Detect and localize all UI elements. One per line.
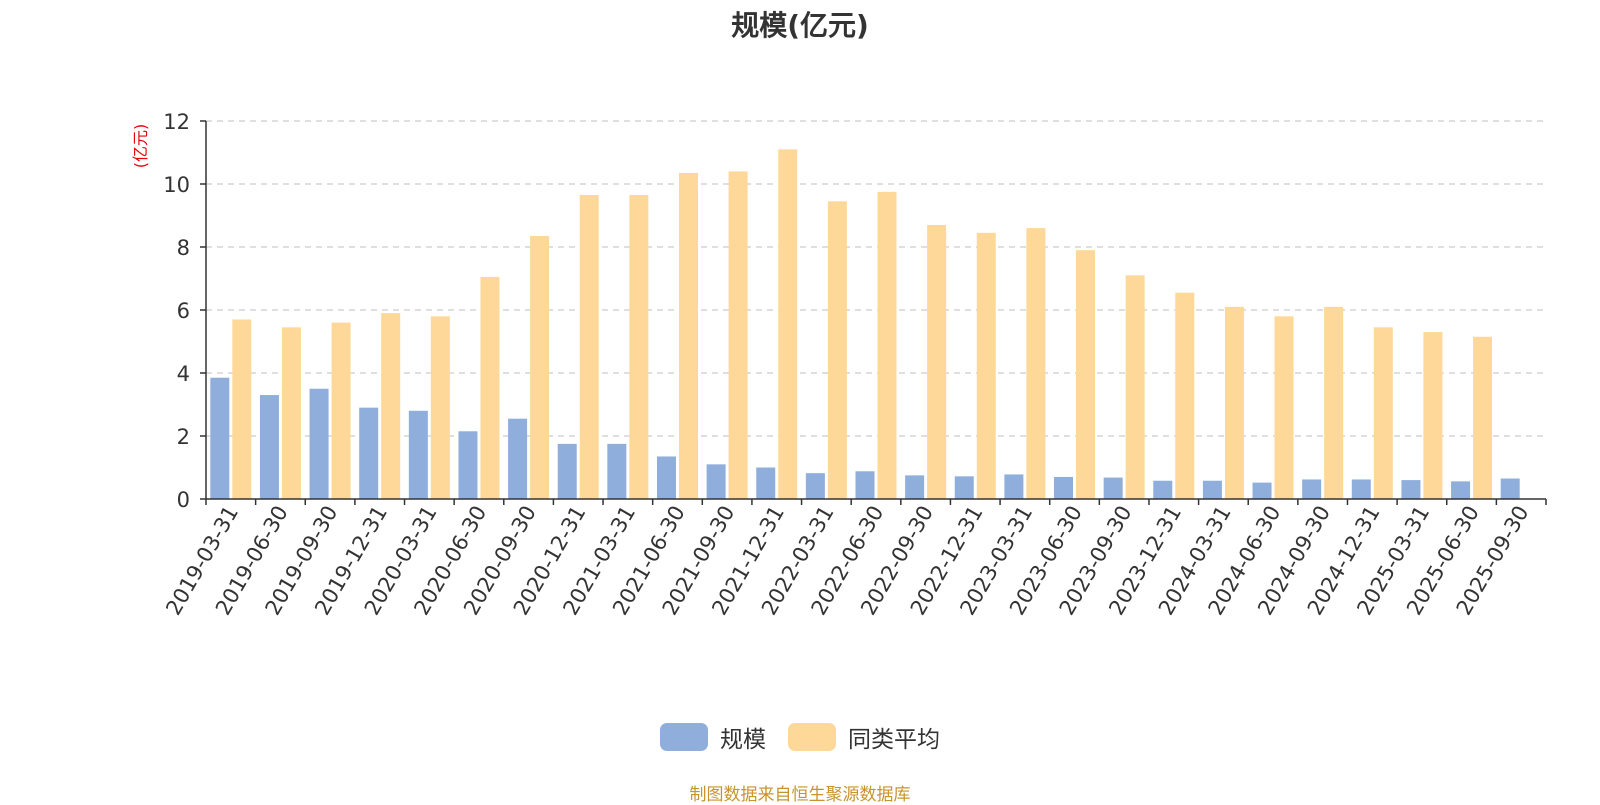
legend-label-scale: 规模 [720, 727, 766, 753]
bar-peer-average[interactable] [530, 235, 550, 499]
bar-scale[interactable] [607, 443, 627, 499]
y-tick-label: 6 [177, 299, 190, 323]
bar-peer-average[interactable] [430, 316, 450, 499]
bar-scale[interactable] [210, 377, 230, 499]
bar-peer-average[interactable] [778, 149, 798, 499]
bar-peer-average[interactable] [1224, 306, 1244, 499]
bar-peer-average[interactable] [1324, 306, 1344, 499]
y-tick-label: 4 [177, 362, 190, 386]
y-tick-label: 8 [177, 236, 190, 260]
bar-peer-average[interactable] [976, 232, 996, 499]
bar-peer-average[interactable] [1125, 275, 1145, 499]
bar-scale[interactable] [1054, 476, 1074, 499]
bar-scale[interactable] [954, 476, 974, 499]
y-tick-label: 12 [163, 110, 190, 134]
bar-peer-average[interactable] [381, 313, 401, 499]
y-tick-label: 10 [163, 173, 190, 197]
bar-peer-average[interactable] [331, 322, 351, 499]
bar-peer-average[interactable] [1274, 316, 1294, 499]
y-axis-unit-label: (亿元) [131, 124, 150, 169]
y-tick-label: 0 [177, 488, 190, 512]
bar-scale[interactable] [855, 471, 875, 499]
bar-scale[interactable] [756, 467, 776, 500]
legend-swatch-peer-average [788, 723, 836, 751]
bar-peer-average[interactable] [629, 195, 649, 499]
bar-scale[interactable] [309, 388, 329, 499]
bar-scale[interactable] [259, 395, 279, 499]
legend-label-peer-average: 同类平均 [848, 727, 940, 753]
bar-peer-average[interactable] [1026, 228, 1046, 499]
bar-scale[interactable] [1451, 481, 1471, 499]
bar-peer-average[interactable] [1076, 250, 1096, 499]
bar-peer-average[interactable] [678, 172, 698, 499]
bar-peer-average[interactable] [480, 276, 500, 499]
bar-peer-average[interactable] [877, 191, 897, 499]
bars [210, 149, 1520, 500]
bar-scale[interactable] [1351, 479, 1371, 499]
bar-scale[interactable] [805, 473, 825, 499]
bar-scale[interactable] [1202, 480, 1222, 499]
legend-item-scale[interactable]: 规模 [660, 720, 766, 754]
bar-scale[interactable] [905, 475, 925, 499]
bar-scale[interactable] [656, 456, 676, 499]
y-tick-label: 2 [177, 425, 190, 449]
bar-peer-average[interactable] [827, 201, 847, 499]
bar-scale[interactable] [1401, 480, 1421, 499]
bar-scale[interactable] [359, 407, 379, 499]
bar-scale[interactable] [706, 464, 726, 499]
bar-scale[interactable] [557, 443, 577, 499]
bar-peer-average[interactable] [1175, 292, 1195, 499]
bar-scale[interactable] [1153, 480, 1173, 499]
bar-scale[interactable] [458, 431, 478, 499]
bar-scale[interactable] [1500, 478, 1520, 499]
bar-scale[interactable] [1103, 477, 1123, 499]
gridlines [206, 120, 1546, 437]
bar-scale[interactable] [1004, 474, 1024, 499]
bar-scale[interactable] [508, 418, 528, 499]
legend: 规模 同类平均 [0, 720, 1600, 754]
bar-peer-average[interactable] [927, 224, 947, 499]
bar-scale[interactable] [408, 410, 428, 499]
legend-swatch-scale [660, 723, 708, 751]
bar-peer-average[interactable] [232, 319, 252, 499]
bar-peer-average[interactable] [728, 171, 748, 499]
chart-title: 规模(亿元) [731, 9, 869, 42]
bar-scale[interactable] [1302, 479, 1322, 499]
bar-peer-average[interactable] [281, 327, 301, 499]
bar-peer-average[interactable] [1373, 327, 1393, 499]
source-note: 制图数据来自恒生聚源数据库 [689, 785, 911, 805]
bar-peer-average[interactable] [1423, 332, 1443, 499]
legend-item-peer-average[interactable]: 同类平均 [788, 720, 940, 754]
bar-peer-average[interactable] [579, 195, 599, 499]
bar-peer-average[interactable] [1473, 336, 1493, 499]
bar-scale[interactable] [1252, 482, 1272, 499]
